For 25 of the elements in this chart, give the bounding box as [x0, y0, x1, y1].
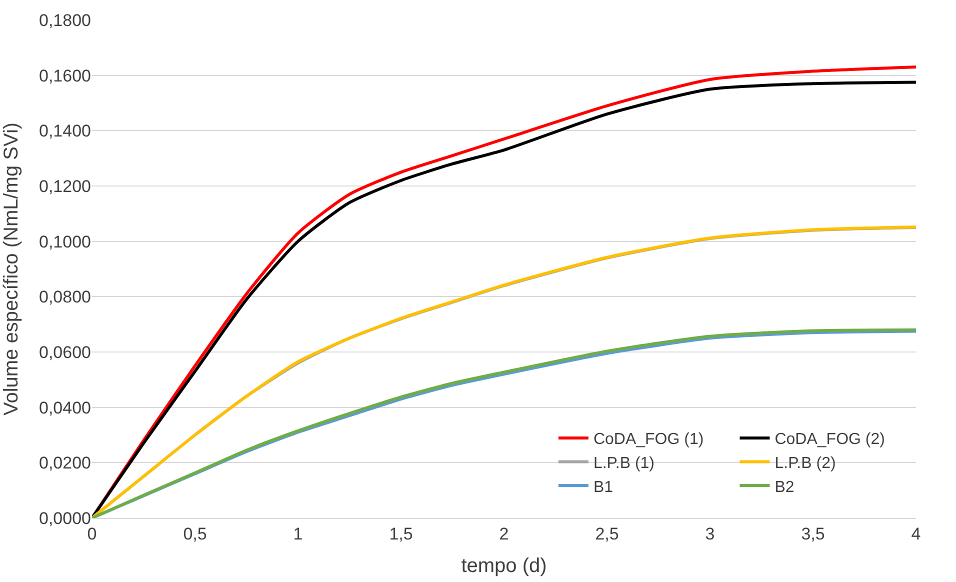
x-tick-label: 4 — [911, 524, 921, 544]
legend-label: B2 — [774, 478, 794, 496]
y-tick-label: 0,0200 — [39, 454, 91, 473]
legend-label: CoDA_FOG (2) — [774, 431, 885, 448]
legend-label: L.P.B (2) — [774, 455, 836, 472]
x-tick-label: 3,5 — [801, 524, 825, 544]
x-tick-label: 0,5 — [183, 524, 207, 544]
y-tick-label: 0,1000 — [39, 232, 91, 252]
y-tick-label: 0,0400 — [39, 398, 91, 418]
x-tick-label: 2 — [499, 524, 509, 544]
y-tick-label: 0,1400 — [39, 122, 91, 141]
legend-label: L.P.B (1) — [593, 455, 655, 472]
legend-label: B1 — [593, 478, 614, 496]
x-tick-label: 1 — [293, 524, 303, 544]
x-tick-label: 1,5 — [389, 524, 413, 544]
y-tick-label: 0,0800 — [39, 288, 91, 307]
x-axis-title: tempo (d) — [461, 554, 547, 577]
legend-label: CoDA_FOG (1) — [593, 431, 704, 448]
y-tick-label: 0,1200 — [39, 176, 91, 196]
x-tick-label: 2,5 — [595, 524, 619, 544]
y-axis-title: Volume específico (NmL/mg SVi) — [0, 122, 22, 416]
x-tick-label: 3 — [705, 524, 715, 544]
y-tick-label: 0,1800 — [39, 10, 91, 30]
y-tick-label: 0,0600 — [39, 342, 91, 362]
y-tick-label: 0,1600 — [39, 66, 91, 86]
